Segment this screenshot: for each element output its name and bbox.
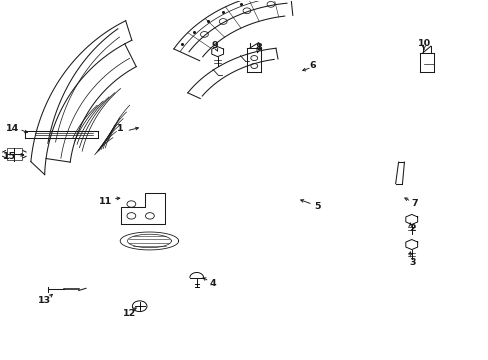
Text: 8: 8 — [255, 43, 262, 52]
Text: 1: 1 — [117, 123, 123, 132]
Text: 4: 4 — [209, 279, 216, 288]
Text: 7: 7 — [411, 199, 418, 208]
Text: 6: 6 — [309, 61, 315, 70]
Text: 9: 9 — [211, 41, 218, 50]
Text: 5: 5 — [314, 202, 320, 211]
Text: 13: 13 — [38, 296, 51, 305]
Text: 3: 3 — [408, 258, 415, 267]
Text: 2: 2 — [408, 224, 415, 233]
Text: 11: 11 — [99, 197, 112, 206]
Text: 14: 14 — [6, 123, 20, 132]
Text: 15: 15 — [3, 152, 16, 161]
Text: 10: 10 — [418, 39, 430, 48]
Text: 12: 12 — [123, 309, 136, 318]
